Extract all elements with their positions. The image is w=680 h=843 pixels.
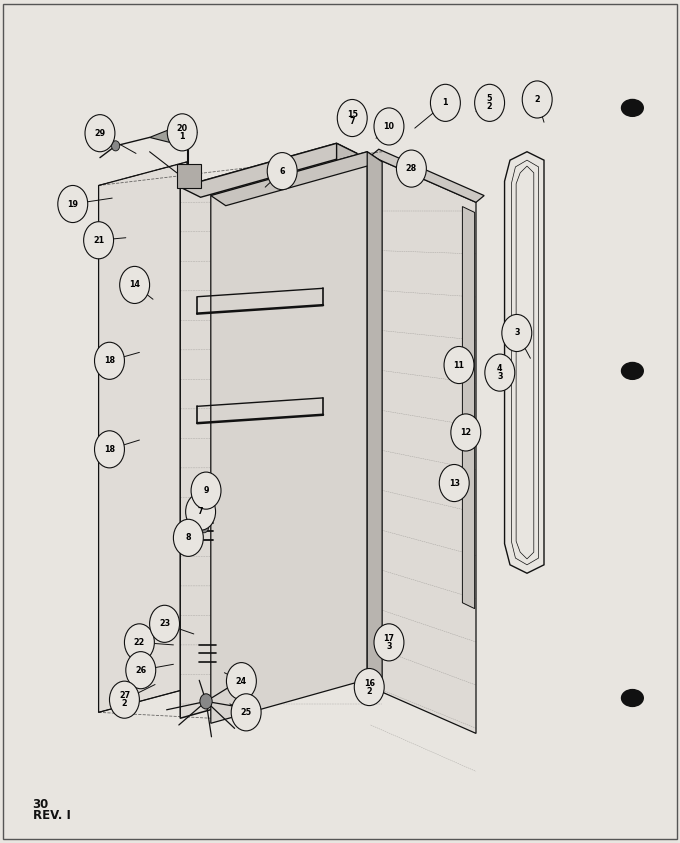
Ellipse shape [622,99,643,116]
Polygon shape [337,143,357,685]
Circle shape [374,108,404,145]
Text: 2: 2 [534,95,540,104]
Circle shape [167,114,197,151]
Circle shape [95,431,124,468]
Circle shape [186,493,216,530]
Circle shape [126,652,156,689]
Circle shape [226,663,256,700]
Text: 12: 12 [460,428,471,437]
Circle shape [444,346,474,384]
Circle shape [522,81,552,118]
Text: 18: 18 [104,445,115,454]
Polygon shape [211,152,367,723]
Text: 26: 26 [135,666,146,674]
Circle shape [191,472,221,509]
Polygon shape [150,124,197,146]
Text: 23: 23 [159,620,170,628]
Text: 21: 21 [93,236,104,244]
Circle shape [58,185,88,223]
Circle shape [120,266,150,303]
Polygon shape [371,149,484,202]
Circle shape [439,464,469,502]
Circle shape [267,153,297,190]
Polygon shape [177,164,201,188]
Text: 24: 24 [236,677,247,685]
Text: 7: 7 [198,507,203,516]
Polygon shape [367,152,382,690]
Circle shape [109,681,139,718]
Polygon shape [99,162,187,712]
Text: 5
2: 5 2 [487,94,492,111]
Text: 28: 28 [406,164,417,173]
Circle shape [84,222,114,259]
Circle shape [85,115,115,152]
Circle shape [150,605,180,642]
Text: 27
2: 27 2 [119,691,130,708]
Polygon shape [180,143,357,197]
Text: 15
7: 15 7 [347,110,358,126]
Circle shape [430,84,460,121]
Text: 16
2: 16 2 [364,679,375,695]
Text: 18: 18 [104,357,115,365]
Circle shape [200,694,212,709]
Polygon shape [180,143,337,718]
Circle shape [95,342,124,379]
Circle shape [396,150,426,187]
Polygon shape [211,152,382,206]
Circle shape [451,414,481,451]
Circle shape [354,668,384,706]
Ellipse shape [622,362,643,379]
Circle shape [502,314,532,352]
Circle shape [199,521,209,533]
Text: 25: 25 [241,708,252,717]
Polygon shape [462,207,475,609]
Text: 1: 1 [443,99,448,107]
Text: 17
3: 17 3 [384,634,394,651]
Text: 22: 22 [134,638,145,647]
Text: 19: 19 [67,200,78,208]
Circle shape [337,99,367,137]
Text: 4
3: 4 3 [497,364,503,381]
Text: 11: 11 [454,361,464,369]
Text: 29: 29 [95,129,105,137]
Polygon shape [371,156,476,733]
Text: 10: 10 [384,122,394,131]
Text: 13: 13 [449,479,460,487]
Circle shape [173,519,203,556]
Circle shape [112,141,120,151]
Text: 6: 6 [279,167,285,175]
Circle shape [485,354,515,391]
Text: 14: 14 [129,281,140,289]
Text: 8: 8 [186,534,191,542]
Text: 3: 3 [514,329,520,337]
Text: 20
1: 20 1 [177,124,188,141]
Circle shape [374,624,404,661]
Text: 9: 9 [203,486,209,495]
Ellipse shape [622,690,643,706]
Circle shape [124,624,154,661]
Text: 30: 30 [33,797,49,811]
Text: REV. I: REV. I [33,809,71,823]
Circle shape [231,694,261,731]
Circle shape [475,84,505,121]
